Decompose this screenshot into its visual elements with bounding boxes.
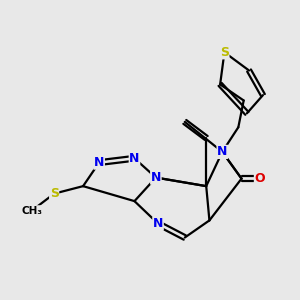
Text: N: N [217,146,227,158]
Text: N: N [129,152,140,165]
Text: N: N [151,171,161,184]
Text: CH₃: CH₃ [21,206,42,216]
Text: O: O [254,172,265,185]
Text: S: S [50,187,59,200]
Text: S: S [220,46,229,59]
Text: N: N [94,156,104,169]
Text: N: N [153,217,163,230]
